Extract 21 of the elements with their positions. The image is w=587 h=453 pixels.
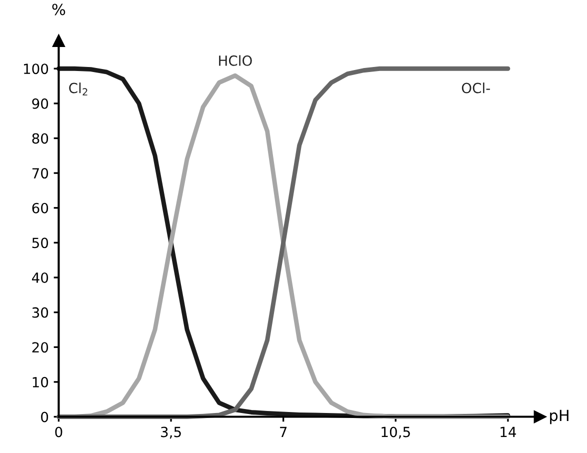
- y-tick-label: 10: [32, 376, 48, 388]
- y-tick-label: 80: [32, 133, 48, 144]
- series-label: HClO: [219, 55, 252, 66]
- series-label: Cl$_{2}$: [69, 82, 88, 96]
- x-tick-label: 7: [280, 426, 287, 438]
- y-axis-title: %: [52, 4, 66, 16]
- series-label: OCl-: [462, 82, 490, 94]
- y-tick-label: 50: [32, 238, 48, 248]
- y-tick-label: 30: [32, 307, 48, 318]
- y-tick-label: 60: [32, 202, 48, 214]
- y-tick-label: 0: [41, 412, 48, 422]
- y-tick-label: 90: [32, 98, 48, 109]
- y-tick-label: 20: [32, 342, 48, 353]
- x-axis-title: pH: [550, 410, 568, 424]
- x-tick-label: 14: [500, 426, 516, 438]
- x-tick-label: 10,5: [382, 426, 410, 439]
- x-tick-label: 3,5: [161, 426, 181, 439]
- x-tick-label: 0: [55, 426, 62, 438]
- y-tick-label: 40: [32, 272, 48, 283]
- y-tick-label: 70: [32, 168, 48, 179]
- y-tick-label: 100: [24, 64, 48, 74]
